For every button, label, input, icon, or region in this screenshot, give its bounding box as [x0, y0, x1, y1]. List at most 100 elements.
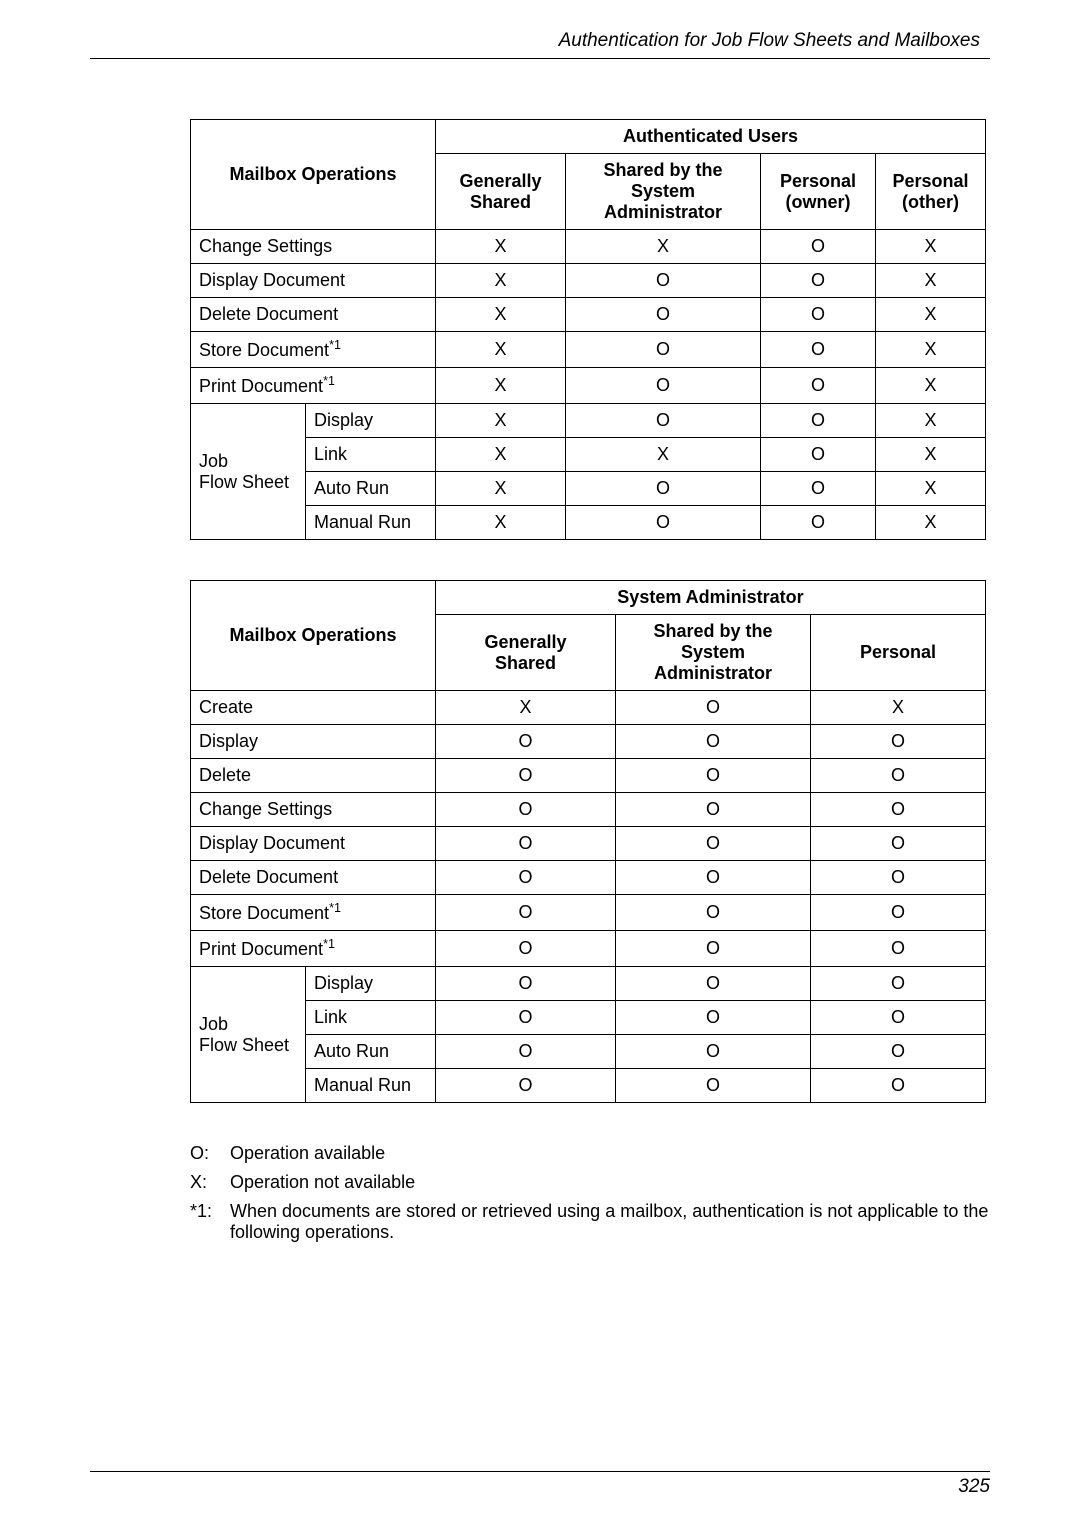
row-label: Display Document — [191, 827, 436, 861]
th-system-administrator: System Administrator — [436, 581, 986, 615]
cell: O — [616, 1001, 811, 1035]
cell: O — [811, 1001, 986, 1035]
header-title: Authentication for Job Flow Sheets and M… — [90, 30, 990, 58]
cell: X — [811, 691, 986, 725]
cell: O — [436, 827, 616, 861]
cell: O — [761, 230, 876, 264]
row-sublabel: Auto Run — [306, 1035, 436, 1069]
row-group-jfs: JobFlow Sheet — [191, 967, 306, 1103]
cell: O — [436, 1035, 616, 1069]
row-label: Store Document*1 — [191, 895, 436, 931]
cell: X — [876, 506, 986, 540]
cell: O — [616, 759, 811, 793]
cell: O — [811, 793, 986, 827]
cell: X — [436, 506, 566, 540]
cell: O — [761, 506, 876, 540]
row-sublabel: Link — [306, 1001, 436, 1035]
cell: O — [566, 506, 761, 540]
cell: O — [616, 967, 811, 1001]
cell: O — [616, 861, 811, 895]
cell: O — [761, 264, 876, 298]
cell: X — [436, 264, 566, 298]
legend-key: X: — [190, 1172, 230, 1193]
cell: O — [616, 691, 811, 725]
cell: X — [876, 298, 986, 332]
cell: O — [616, 725, 811, 759]
row-label: Create — [191, 691, 436, 725]
cell: O — [436, 931, 616, 967]
page-footer: 325 — [90, 1471, 990, 1498]
row-label: Change Settings — [191, 230, 436, 264]
th-mailbox-ops: Mailbox Operations — [191, 120, 436, 230]
row-group-jfs: JobFlow Sheet — [191, 404, 306, 540]
row-label: Store Document*1 — [191, 332, 436, 368]
th-mailbox-ops: Mailbox Operations — [191, 581, 436, 691]
cell: O — [761, 472, 876, 506]
row-label: Delete Document — [191, 861, 436, 895]
cell: X — [436, 438, 566, 472]
cell: O — [811, 895, 986, 931]
cell: O — [616, 827, 811, 861]
cell: O — [436, 793, 616, 827]
cell: X — [876, 264, 986, 298]
row-sublabel: Link — [306, 438, 436, 472]
cell: O — [811, 967, 986, 1001]
cell: O — [761, 438, 876, 472]
cell: O — [761, 298, 876, 332]
th-personal-owner: Personal(owner) — [761, 154, 876, 230]
cell: O — [436, 1069, 616, 1103]
cell: X — [876, 438, 986, 472]
cell: O — [811, 861, 986, 895]
cell: O — [566, 264, 761, 298]
cell: X — [436, 332, 566, 368]
row-label: Delete — [191, 759, 436, 793]
cell: O — [616, 1069, 811, 1103]
cell: X — [876, 230, 986, 264]
th-shared-by-admin: Shared by theSystemAdministrator — [616, 615, 811, 691]
cell: O — [616, 1035, 811, 1069]
cell: X — [876, 404, 986, 438]
legend-text: Operation available — [230, 1143, 990, 1164]
cell: X — [436, 691, 616, 725]
page-number: 325 — [90, 1476, 990, 1498]
th-personal: Personal — [811, 615, 986, 691]
table-system-administrator: Mailbox OperationsSystem AdministratorGe… — [190, 580, 990, 1103]
cell: O — [436, 895, 616, 931]
legend-text: When documents are stored or retrieved u… — [230, 1201, 990, 1243]
cell: O — [761, 368, 876, 404]
cell: X — [876, 332, 986, 368]
legend-key: *1: — [190, 1201, 230, 1243]
cell: X — [566, 230, 761, 264]
cell: O — [811, 931, 986, 967]
cell: X — [876, 368, 986, 404]
row-sublabel: Manual Run — [306, 506, 436, 540]
th-shared-by-admin: Shared by theSystemAdministrator — [566, 154, 761, 230]
cell: O — [811, 1035, 986, 1069]
cell: O — [566, 298, 761, 332]
legend-text: Operation not available — [230, 1172, 990, 1193]
cell: O — [436, 861, 616, 895]
th-personal-other: Personal(other) — [876, 154, 986, 230]
th-generally-shared: GenerallyShared — [436, 154, 566, 230]
cell: X — [436, 368, 566, 404]
cell: O — [566, 368, 761, 404]
cell: X — [566, 438, 761, 472]
row-sublabel: Display — [306, 404, 436, 438]
cell: O — [436, 725, 616, 759]
cell: O — [566, 404, 761, 438]
cell: O — [811, 759, 986, 793]
cell: O — [566, 332, 761, 368]
legend-x: X: Operation not available — [190, 1172, 990, 1193]
cell: X — [436, 230, 566, 264]
row-sublabel: Auto Run — [306, 472, 436, 506]
cell: O — [436, 759, 616, 793]
cell: X — [436, 298, 566, 332]
cell: O — [811, 1069, 986, 1103]
cell: O — [566, 472, 761, 506]
cell: O — [761, 404, 876, 438]
cell: O — [616, 793, 811, 827]
th-authenticated-users: Authenticated Users — [436, 120, 986, 154]
row-label: Print Document*1 — [191, 368, 436, 404]
row-sublabel: Display — [306, 967, 436, 1001]
th-generally-shared: GenerallyShared — [436, 615, 616, 691]
